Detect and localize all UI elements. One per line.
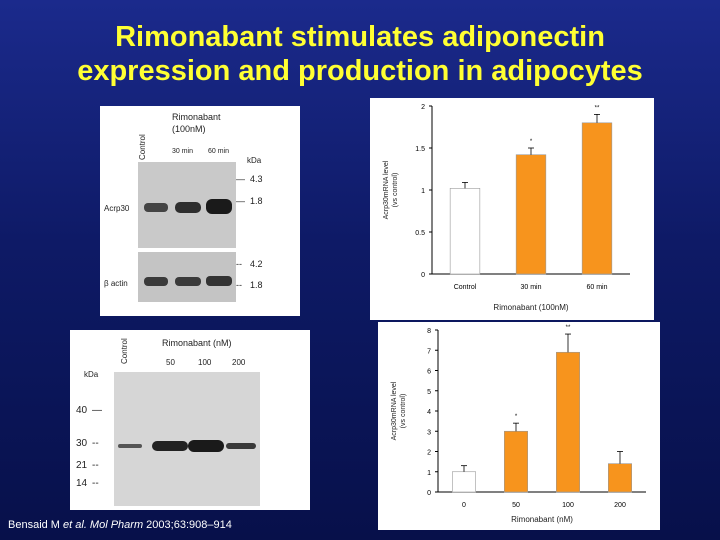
chart-time: 0 0.5 1 1.5 2 Control * 30 min ** 60 min Rimonaban… <box>383 104 630 312</box>
citation-authors: Bensaid M <box>8 519 64 531</box>
y-tick-label: 7 <box>427 348 431 355</box>
y-tick-label: 4 <box>427 409 431 416</box>
y-axis-label: Acrp30mRNA level <box>391 381 398 440</box>
chart-dose-panel: 0 1 2 3 4 5 6 7 8 0 * 50 ** 100 200 Rimonabant (nM) Acrp… <box>378 322 660 530</box>
blot2-marker-14-tick: -- <box>92 478 99 489</box>
blot1-lane-60: 60 min <box>208 148 230 155</box>
blot1-lane-30: 30 min <box>172 148 194 155</box>
blot1-row-actin: β actin <box>104 279 128 288</box>
x-tick-label: 200 <box>614 502 626 509</box>
x-axis-label: Rimonabant (nM) <box>511 515 573 524</box>
y-tick-label: 0 <box>427 490 431 497</box>
slide-title-line1: Rimonabant stimulates adiponectin <box>115 21 605 53</box>
blot-panel-top: Rimonabant (100nM) Control 30 min 60 min… <box>100 106 300 316</box>
blot1-marker-42: 4.2 <box>250 259 263 269</box>
blot2-marker-21-tick: -- <box>92 460 99 471</box>
y-axis-label: Acrp30mRNA level <box>383 160 390 219</box>
blot1-marker-42-tick: -- <box>236 259 242 269</box>
blot1-lane-control: Control <box>138 134 147 160</box>
x-tick-label: 100 <box>562 502 574 509</box>
x-axis-label: Rimonabant (100nM) <box>493 303 568 312</box>
significance-label: ** <box>595 105 600 111</box>
blot2-lane-200: 200 <box>232 358 246 367</box>
blot1-marker-18a-tick: — <box>236 196 245 206</box>
y-tick-label: 8 <box>427 328 431 335</box>
blot2-unit: kDa <box>84 370 99 379</box>
slide-title: Rimonabant stimulates adiponectin expres… <box>0 20 720 88</box>
blot2-lane-control: Control <box>120 338 129 364</box>
blot2-lane-50: 50 <box>166 358 175 367</box>
bar <box>449 188 481 275</box>
bar <box>452 471 477 493</box>
y-tick-label: 0.5 <box>415 230 425 237</box>
y-tick-label: 1 <box>421 188 425 195</box>
blot1-row-acrp: Acrp30 <box>104 204 130 213</box>
y-axis-label-2: (vs control) <box>392 173 399 208</box>
y-tick-label: 0 <box>421 272 425 279</box>
blot1-marker-43-tick: — <box>236 174 245 184</box>
y-axis-label-2: (vs control) <box>400 394 407 429</box>
bar <box>515 154 547 275</box>
x-tick-label: 60 min <box>586 284 607 291</box>
significance-label: ** <box>566 325 571 331</box>
citation-ref: 2003;63:908–914 <box>143 519 232 531</box>
x-tick-label: 30 min <box>520 284 541 291</box>
blot2-marker-40: 40 <box>76 405 88 416</box>
blot2-band-control <box>118 444 142 448</box>
y-tick-label: 1 <box>427 470 431 477</box>
blot-panel-bottom: Control Rimonabant (nM) 50 100 200 kDa 4… <box>70 330 310 510</box>
citation: Bensaid M et al. Mol Pharm 2003;63:908–9… <box>8 519 232 531</box>
bar <box>608 463 633 493</box>
blot2-marker-40-tick: — <box>92 405 102 416</box>
blot1-band-control <box>144 203 168 212</box>
blot1-actin-band-3 <box>206 276 232 286</box>
x-tick-label: Control <box>454 284 477 291</box>
y-tick-label: 3 <box>427 429 431 436</box>
y-tick-label: 6 <box>427 369 431 376</box>
blot2-band-200 <box>226 443 256 449</box>
y-tick-label: 2 <box>421 104 425 111</box>
chart-time-panel: 0 0.5 1 1.5 2 Control * 30 min ** 60 min Rimonaban… <box>370 98 654 320</box>
blot1-marker-18a: 1.8 <box>250 196 263 206</box>
blot2-marker-30: 30 <box>76 438 88 449</box>
slide-title-line2: expression and production in adipocytes <box>77 55 643 87</box>
blot2-membrane <box>114 372 260 506</box>
blot2-marker-21: 21 <box>76 460 88 471</box>
chart-dose: 0 1 2 3 4 5 6 7 8 0 * 50 ** 100 200 Rimonabant (nM) Acrp… <box>391 325 646 524</box>
blot2-lane-100: 100 <box>198 358 212 367</box>
citation-etal: et al. Mol Pharm <box>63 519 144 531</box>
blot1-band-30 <box>175 202 201 213</box>
y-tick-label: 5 <box>427 389 431 396</box>
blot1-dose: (100nM) <box>172 124 206 134</box>
significance-label: * <box>515 414 518 420</box>
bar <box>504 430 529 493</box>
blot1-unit: kDa <box>247 156 262 165</box>
blot1-band-60 <box>206 199 232 214</box>
y-tick-label: 2 <box>427 450 431 457</box>
y-tick-label: 1.5 <box>415 146 425 153</box>
bar <box>581 122 613 275</box>
blot2-band-100 <box>188 440 224 452</box>
x-tick-label: 0 <box>462 502 466 509</box>
blot1-treatment: Rimonabant <box>172 112 221 122</box>
x-tick-label: 50 <box>512 502 520 509</box>
blot1-marker-43: 4.3 <box>250 174 263 184</box>
blot1-marker-18b-tick: -- <box>236 280 242 290</box>
significance-label: * <box>530 139 533 145</box>
blot2-marker-14: 14 <box>76 478 88 489</box>
blot2-band-label: Acrp30 <box>262 445 301 459</box>
blot1-actin-band-1 <box>144 277 168 286</box>
blot1-marker-18b: 1.8 <box>250 280 263 290</box>
blot1-actin-band-2 <box>175 277 201 286</box>
blot2-marker-30-tick: -- <box>92 438 99 449</box>
blot2-treatment: Rimonabant (nM) <box>162 338 232 348</box>
bar <box>556 351 581 493</box>
blot2-band-50 <box>152 441 188 451</box>
